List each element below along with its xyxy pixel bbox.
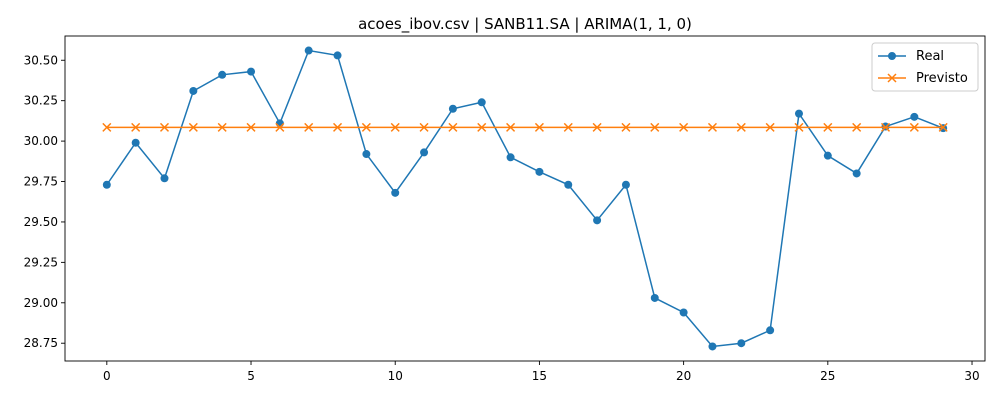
data-point-previsto bbox=[102, 122, 112, 132]
data-point-previsto bbox=[304, 122, 314, 132]
data-point-previsto bbox=[534, 122, 544, 132]
data-point-previsto bbox=[448, 122, 458, 132]
data-point-previsto bbox=[275, 122, 285, 132]
legend-marker-real bbox=[888, 52, 896, 60]
series-line-real bbox=[106, 49, 944, 348]
data-point-previsto bbox=[852, 122, 862, 132]
legend-box bbox=[871, 42, 979, 92]
data-point-previsto bbox=[477, 122, 487, 132]
data-point-real bbox=[852, 169, 861, 178]
data-point-previsto bbox=[621, 122, 631, 132]
data-point-previsto bbox=[592, 122, 602, 132]
data-point-real bbox=[131, 138, 140, 147]
y-tick-label: 29.75 bbox=[24, 175, 58, 189]
data-point-previsto bbox=[880, 122, 891, 132]
y-tick-label: 30.50 bbox=[24, 53, 58, 67]
data-point-previsto bbox=[650, 122, 660, 132]
data-point-previsto bbox=[938, 122, 948, 132]
data-point-real bbox=[362, 150, 371, 159]
data-point-previsto bbox=[159, 122, 170, 132]
data-point-previsto bbox=[563, 122, 573, 132]
data-point-real bbox=[477, 98, 486, 107]
y-tick-label: 28.75 bbox=[24, 336, 58, 350]
data-point-real bbox=[766, 326, 775, 335]
data-point-previsto bbox=[736, 122, 746, 132]
data-point-previsto bbox=[765, 122, 775, 132]
y-tick-label: 30.00 bbox=[24, 134, 58, 148]
data-point-real bbox=[189, 86, 198, 95]
data-point-real bbox=[333, 51, 342, 60]
legend-marker-previsto bbox=[887, 73, 897, 83]
data-point-real bbox=[650, 293, 659, 302]
data-point-real bbox=[679, 308, 688, 317]
x-tick-label: 25 bbox=[820, 369, 835, 383]
data-point-previsto bbox=[823, 122, 833, 132]
data-point-previsto bbox=[679, 122, 689, 132]
data-point-real bbox=[304, 46, 313, 55]
x-tick-label: 15 bbox=[532, 369, 547, 383]
data-point-real bbox=[102, 180, 111, 189]
data-point-previsto bbox=[909, 122, 919, 132]
y-tick-label: 30.25 bbox=[24, 94, 58, 108]
data-point-previsto bbox=[333, 122, 343, 132]
data-point-previsto bbox=[794, 122, 804, 132]
data-point-real bbox=[160, 174, 169, 183]
legend: Real Previsto bbox=[871, 42, 979, 92]
data-point-real bbox=[275, 119, 284, 128]
plot-area bbox=[65, 36, 985, 361]
chart-title: acoes_ibov.csv | SANB11.SA | ARIMA(1, 1,… bbox=[358, 15, 692, 34]
data-point-real bbox=[535, 167, 544, 176]
y-tick-label: 29.50 bbox=[24, 215, 58, 229]
data-point-previsto bbox=[506, 122, 516, 132]
data-point-real bbox=[448, 104, 457, 113]
data-point-previsto bbox=[707, 122, 717, 132]
data-point-real bbox=[910, 112, 919, 121]
data-point-real bbox=[391, 188, 400, 197]
legend-label-previsto: Previsto bbox=[916, 71, 968, 86]
data-point-real bbox=[218, 70, 227, 79]
axis-ticks: 0 5 10 15 20 25 30 28.75 29.00 29.25 29.50 29.75 30.… bbox=[24, 53, 980, 383]
data-point-previsto bbox=[131, 122, 141, 132]
data-point-real bbox=[564, 180, 573, 189]
data-point-previsto bbox=[390, 122, 400, 132]
plot-frame bbox=[64, 35, 986, 362]
data-point-real bbox=[708, 342, 717, 351]
data-point-previsto bbox=[419, 122, 429, 132]
y-tick-label: 29.00 bbox=[24, 296, 58, 310]
data-point-real bbox=[593, 216, 602, 225]
data-point-real bbox=[506, 153, 515, 162]
data-point-real bbox=[247, 67, 256, 76]
legend-label-real: Real bbox=[916, 49, 944, 64]
data-point-real bbox=[420, 148, 429, 157]
x-tick-label: 0 bbox=[103, 369, 111, 383]
x-tick-label: 5 bbox=[247, 369, 255, 383]
data-point-previsto bbox=[246, 122, 256, 132]
series-layer bbox=[102, 46, 948, 351]
y-tick-label: 29.25 bbox=[24, 255, 58, 269]
data-point-real bbox=[621, 180, 630, 189]
x-tick-label: 10 bbox=[388, 369, 403, 383]
data-point-real bbox=[737, 339, 746, 348]
data-point-previsto bbox=[188, 122, 198, 132]
data-point-previsto bbox=[217, 122, 227, 132]
data-point-real bbox=[794, 109, 803, 118]
data-point-previsto bbox=[361, 122, 371, 132]
data-point-real bbox=[823, 151, 832, 160]
x-tick-label: 30 bbox=[964, 369, 979, 383]
x-tick-label: 20 bbox=[676, 369, 691, 383]
